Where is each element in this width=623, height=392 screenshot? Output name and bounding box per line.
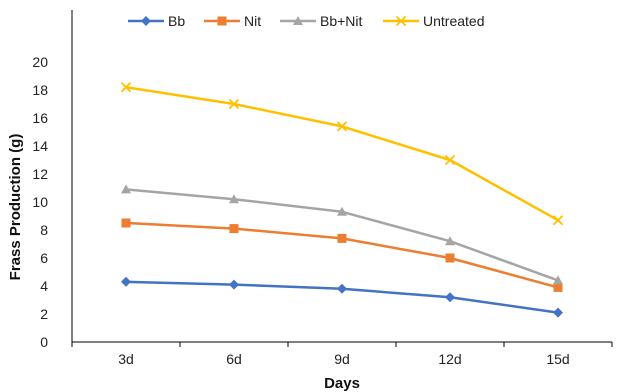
x-tick-label: 15d bbox=[546, 351, 569, 367]
y-tick-label: 6 bbox=[40, 250, 48, 266]
y-tick-label: 4 bbox=[40, 278, 48, 294]
legend-item-bb: Bb bbox=[128, 13, 185, 29]
data-point-bb-nit bbox=[553, 275, 563, 285]
data-point-untreated bbox=[120, 82, 132, 93]
legend-label: Untreated bbox=[423, 13, 484, 29]
x-tick-label: 12d bbox=[438, 351, 461, 367]
data-point-bb bbox=[229, 279, 239, 290]
data-point-bb bbox=[121, 276, 131, 287]
y-tick-label: 12 bbox=[32, 166, 48, 182]
legend-label: Bb bbox=[168, 13, 185, 29]
x-tick-label: 6d bbox=[226, 351, 242, 367]
data-point-bb-nit bbox=[229, 194, 239, 204]
x-tick-label: 3d bbox=[118, 351, 134, 367]
legend-label: Nit bbox=[244, 13, 261, 29]
data-point-untreated bbox=[444, 154, 456, 166]
data-point-untreated bbox=[228, 98, 240, 110]
data-point-bb-nit bbox=[445, 236, 455, 246]
legend-item-untreated: Untreated bbox=[383, 13, 484, 29]
data-point-untreated bbox=[552, 215, 564, 226]
y-axis-title: Frass Production (g) bbox=[7, 134, 24, 281]
legend-item-nit: Nit bbox=[204, 13, 261, 29]
data-point-nit bbox=[445, 253, 455, 263]
y-tick-label: 14 bbox=[32, 138, 48, 154]
series-group bbox=[120, 82, 564, 318]
data-point-untreated bbox=[336, 121, 348, 132]
x-axis-title: Days bbox=[324, 375, 360, 392]
y-tick-label: 16 bbox=[32, 110, 48, 126]
y-tick-label: 8 bbox=[40, 222, 48, 238]
series-line-untreated bbox=[125, 85, 559, 222]
data-point-nit bbox=[229, 224, 239, 234]
data-point-bb bbox=[553, 307, 563, 318]
series-nit bbox=[121, 218, 563, 292]
legend-item-bb-nit: Bb+Nit bbox=[280, 13, 363, 29]
data-point-bb-nit bbox=[337, 206, 347, 216]
data-point-nit bbox=[337, 233, 347, 243]
series-bb-nit bbox=[121, 184, 563, 285]
series-bb bbox=[121, 276, 563, 318]
y-tick-label: 2 bbox=[40, 306, 48, 322]
y-tick-label: 18 bbox=[32, 82, 48, 98]
legend-marker bbox=[293, 16, 303, 25]
x-axis-ticks: 3d 6d 9d 12d 15d bbox=[71, 342, 613, 367]
y-axis-ticks: 0 2 4 6 8 10 12 14 16 18 20 bbox=[32, 54, 48, 350]
legend-label: Bb+Nit bbox=[320, 13, 363, 29]
data-point-nit bbox=[121, 218, 131, 228]
data-point-bb bbox=[445, 292, 455, 303]
series-untreated bbox=[120, 82, 564, 226]
data-point-bb bbox=[337, 283, 347, 294]
data-point-bb-nit bbox=[121, 184, 131, 194]
legend: Bb Nit Bb+Nit Untreated bbox=[128, 13, 484, 29]
y-tick-label: 20 bbox=[32, 54, 48, 70]
series-line-nit bbox=[125, 221, 559, 289]
legend-marker bbox=[395, 15, 407, 27]
x-tick-label: 9d bbox=[334, 351, 350, 367]
legend-marker bbox=[217, 16, 227, 26]
data-point-nit bbox=[553, 282, 563, 292]
y-tick-label: 10 bbox=[32, 194, 48, 210]
y-tick-label: 0 bbox=[40, 334, 48, 350]
legend-marker bbox=[141, 16, 151, 26]
